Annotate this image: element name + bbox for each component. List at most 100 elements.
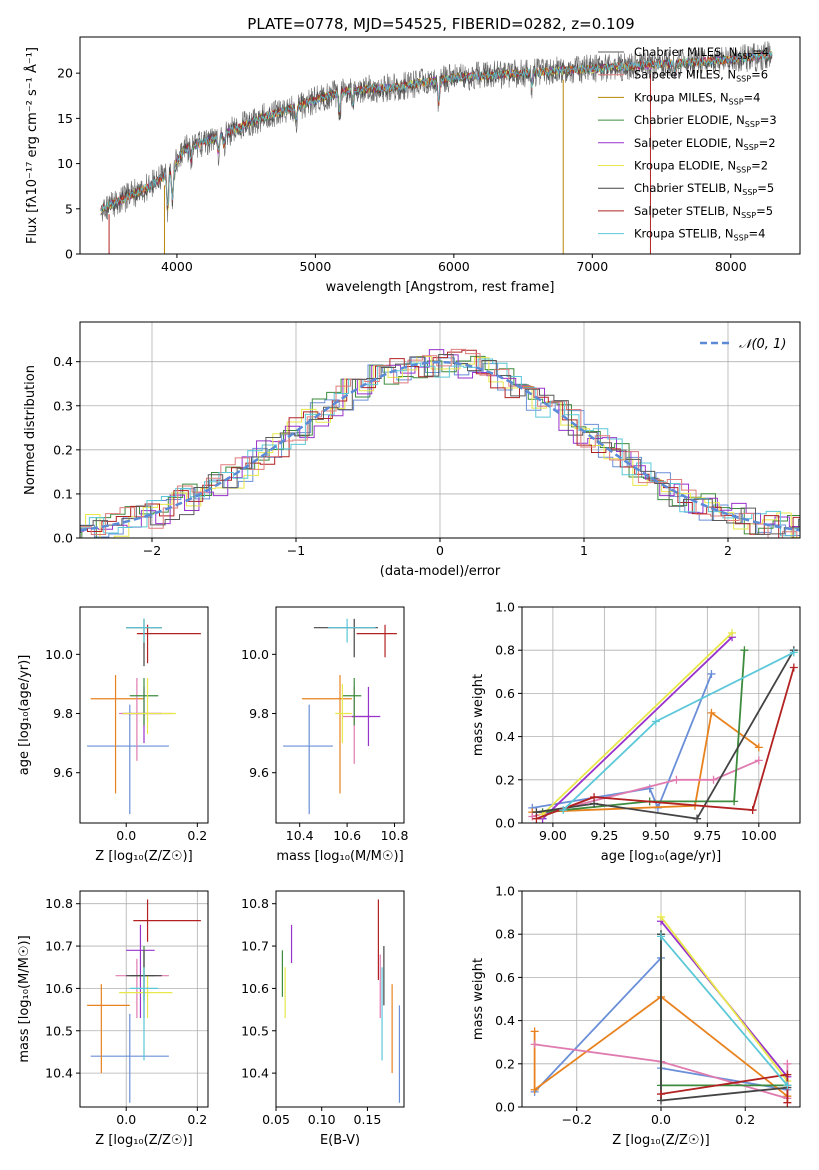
x-tick-label: 7000 (576, 259, 608, 274)
axes-frame (79, 36, 801, 255)
x-tick-label: −2 (143, 543, 161, 558)
spectrum-line (100, 50, 773, 212)
y-axis-label: age [log₁₀(age/yr)] (17, 655, 32, 776)
x-tick-label: 0.0 (116, 828, 136, 843)
y-tick-label: 10.7 (45, 939, 73, 954)
y-tick-label: 0.8 (495, 643, 515, 658)
y-tick-label: 9.8 (249, 706, 269, 721)
y-tick-label: 20 (57, 66, 73, 81)
weight-marker (789, 663, 798, 672)
x-tick-label: 0.10 (308, 1112, 336, 1127)
legend-label: Kroupa ELODIE, NSSP=2 (634, 159, 768, 175)
weight-marker (754, 743, 763, 752)
y-tick-label: 0.3 (53, 398, 73, 413)
weight-marker (783, 1098, 792, 1107)
legend-label: Chabrier STELIB, NSSP=5 (634, 181, 774, 197)
x-axis-label: Z [log₁₀(Z/Z☉)] (612, 1133, 709, 1148)
y-tick-label: 15 (57, 111, 73, 126)
mass-age-panel: 10.4 10.6 10.8 9.6 9.8 10.0 mass [log₁₀(M/M☉)] (241, 606, 409, 864)
y-tick-label: 0.0 (495, 1100, 515, 1115)
y-tick-label: 10.5 (241, 1023, 269, 1038)
histogram-step (80, 356, 800, 538)
y-tick-label: 10.4 (45, 1066, 73, 1081)
y-tick-label: 10.0 (45, 647, 73, 662)
weight-marker (740, 646, 749, 655)
figure-title: PLATE=0778, MJD=54525, FIBERID=0282, z=0… (247, 15, 634, 33)
weight-marker (783, 1070, 792, 1079)
weight-marker (530, 1040, 539, 1049)
weight-marker (783, 1059, 792, 1068)
axes-frame (79, 606, 209, 824)
weight-line (541, 636, 733, 820)
y-tick-label: 0 (65, 247, 73, 262)
y-tick-label: 5 (65, 201, 73, 216)
y-axis-label: Flux [fλ10⁻¹⁷ erg cm⁻² s⁻¹ Å⁻¹] (24, 47, 40, 244)
legend-label: Salpeter MILES, NSSP=6 (634, 68, 768, 84)
x-tick-label: 0.2 (187, 828, 207, 843)
x-tick-label: 9.25 (590, 828, 618, 843)
x-tick-label: 6000 (438, 259, 470, 274)
y-tick-label: 0.2 (495, 1056, 515, 1071)
weight-marker (528, 812, 537, 821)
weight-marker (657, 912, 665, 921)
legend-label: Kroupa STELIB, NSSP=4 (634, 227, 765, 243)
y-tick-label: 0.0 (495, 816, 515, 831)
y-tick-label: 0.6 (495, 686, 515, 701)
weight-marker (789, 648, 798, 657)
weight-marker (532, 814, 541, 823)
x-tick-label: 1 (580, 543, 588, 558)
x-tick-label: 5000 (299, 259, 331, 274)
y-tick-label: 10.6 (241, 981, 269, 996)
z-age-panel: 0.0 0.2 9.6 9.8 10.0 Z [log₁₀(Z/Z☉)] age [log₁… (17, 606, 209, 864)
gaussian-curve (79, 360, 801, 532)
weight-marker (530, 1085, 539, 1094)
x-axis-label: (data-model)/error (380, 564, 501, 579)
weight-line (542, 650, 746, 814)
weight-marker (707, 669, 716, 678)
weight-marker (693, 814, 702, 823)
y-tick-label: 9.6 (249, 765, 269, 780)
x-tick-label: 10.00 (741, 828, 777, 843)
y-tick-label: 0.8 (495, 927, 515, 942)
x-tick-label: 0.2 (735, 1112, 755, 1127)
y-tick-label: 1.0 (495, 884, 515, 899)
ebv-mass-panel: 0.05 0.10 0.15 10.4 10.5 10.6 10.7 10.8 E(B-V) (241, 890, 405, 1148)
x-tick-label: 2 (724, 543, 732, 558)
axes-frame (521, 606, 801, 824)
histogram-step (80, 349, 800, 532)
x-tick-label: 9.00 (539, 828, 567, 843)
weight-marker (783, 1081, 792, 1090)
y-tick-label: 0.4 (495, 1013, 515, 1028)
weight-marker (651, 717, 660, 726)
z-mass-panel: 0.0 0.2 10.4 10.5 10.6 10.7 10.8 Z [log₁₀(Z/Z☉)… (17, 890, 209, 1148)
x-tick-label: 10.8 (381, 828, 409, 843)
weight-line (660, 916, 789, 1082)
y-tick-label: 0.4 (53, 354, 73, 369)
y-axis-label: mass weight (471, 674, 486, 756)
weight-line (533, 995, 788, 1097)
y-tick-label: 0.0 (53, 531, 73, 546)
legend-label: Kroupa MILES, NSSP=4 (634, 90, 760, 106)
legend-label: Salpeter ELODIE, NSSP=2 (634, 136, 776, 152)
weight-marker (707, 708, 716, 717)
x-tick-label: −1 (287, 543, 305, 558)
histogram-step (80, 354, 800, 535)
weight-marker (530, 1027, 539, 1036)
y-axis-label: mass [log₁₀(M/M☉)] (17, 935, 32, 1062)
weight-marker (657, 1090, 665, 1099)
y-axis-label: Normed distribution (23, 365, 38, 495)
axes-frame (79, 890, 209, 1108)
x-tick-label: 10.4 (286, 828, 314, 843)
legend-label: Chabrier MILES, NSSP=4 (634, 45, 769, 61)
y-tick-label: 0.6 (495, 970, 515, 985)
y-tick-label: 10.0 (241, 647, 269, 662)
y-tick-label: 1.0 (495, 600, 515, 615)
y-tick-label: 10.7 (241, 939, 269, 954)
y-axis-label: mass weight (471, 958, 486, 1040)
x-tick-label: −0.2 (562, 1112, 592, 1127)
y-tick-label: 0.1 (53, 486, 73, 501)
x-tick-label: 4000 (161, 259, 193, 274)
x-tick-label: 9.50 (642, 828, 670, 843)
